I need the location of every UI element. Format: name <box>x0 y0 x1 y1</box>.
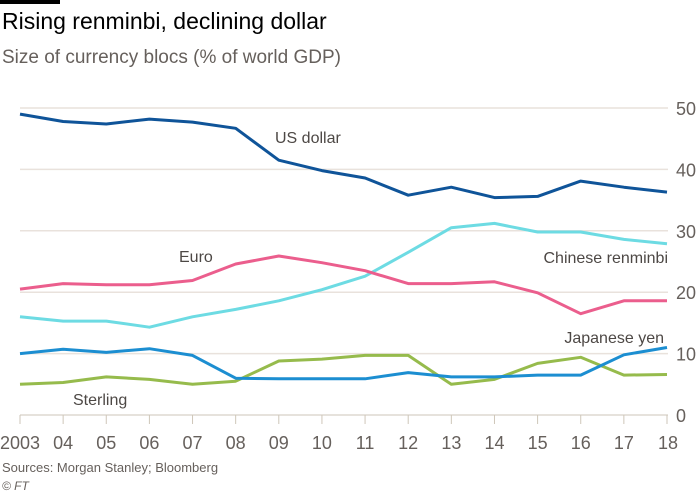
x-tick-label: 05 <box>96 433 116 453</box>
x-tick-label: 08 <box>226 433 246 453</box>
chart-title: Rising renminbi, declining dollar <box>2 8 327 34</box>
x-tick-label: 17 <box>614 433 634 453</box>
x-tick-label: 14 <box>484 433 504 453</box>
y-tick-label: 30 <box>676 222 696 242</box>
series-label-chinese-renminbi: Chinese renminbi <box>543 250 668 267</box>
x-tick-label: 09 <box>269 433 289 453</box>
series-label-us-dollar: US dollar <box>275 130 341 147</box>
y-tick-label: 20 <box>676 283 696 303</box>
x-tick-label: 04 <box>53 433 73 453</box>
x-tick-label: 07 <box>183 433 203 453</box>
series-line-euro <box>19 254 667 316</box>
source-note: Sources: Morgan Stanley; Bloomberg <box>2 460 219 475</box>
y-tick-label: 0 <box>676 406 686 426</box>
series-label-japanese-yen: Japanese yen <box>564 330 664 347</box>
chart-subtitle: Size of currency blocs (% of world GDP) <box>2 47 341 68</box>
series-line-japanese-yen <box>19 346 668 381</box>
x-tick-label: 18 <box>658 433 678 453</box>
x-tick-label: 16 <box>571 433 591 453</box>
x-tick-label: 2003 <box>0 433 40 453</box>
series-line-sterling <box>19 353 668 386</box>
series-line-us-dollar <box>19 112 668 200</box>
x-tick-label: 06 <box>139 433 159 453</box>
brand-bar <box>0 0 60 4</box>
y-tick-label: 40 <box>676 160 696 180</box>
y-tick-label: 10 <box>676 345 696 365</box>
series-label-euro: Euro <box>179 249 213 266</box>
x-tick-label: 12 <box>398 433 418 453</box>
series-label-sterling: Sterling <box>73 392 127 409</box>
x-tick-label: 15 <box>528 433 548 453</box>
copyright: © FT <box>2 479 29 493</box>
x-tick-label: 10 <box>312 433 332 453</box>
series-line-chinese-renminbi <box>19 221 668 329</box>
y-tick-label: 50 <box>676 99 696 119</box>
x-tick-label: 13 <box>441 433 461 453</box>
x-tick-label: 11 <box>356 433 375 453</box>
